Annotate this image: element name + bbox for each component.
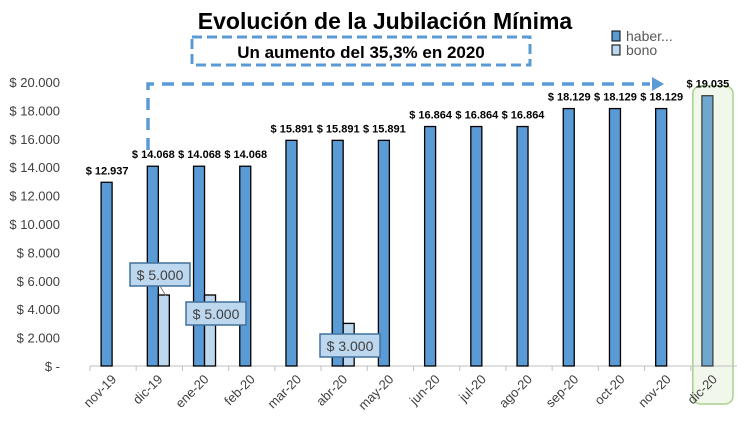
x-tick-label: oct-20	[591, 372, 627, 408]
data-label-haber: $ 18.129	[594, 92, 637, 104]
x-tick-label: feb-20	[221, 372, 258, 409]
data-label-haber: $ 18.129	[548, 92, 591, 104]
annotation-text: Un aumento del 35,3% en 2020	[237, 43, 485, 62]
trend-arrow	[146, 82, 650, 150]
bar-haber	[470, 125, 483, 367]
x-tick-label: jun-20	[406, 372, 443, 409]
y-tick-label: $ 6.000	[17, 274, 60, 289]
bar-haber	[701, 95, 714, 367]
x-tick-label: abr-20	[313, 372, 350, 409]
y-tick-label: $ 8.000	[17, 245, 60, 260]
x-tick-label: mar-20	[264, 372, 304, 412]
y-tick-label: $ 18.000	[9, 103, 60, 118]
bar-haber	[192, 165, 206, 367]
legend-swatch-bono	[611, 44, 621, 56]
y-tick-label: $ -	[45, 359, 60, 374]
legend-swatch-haber	[611, 30, 621, 42]
x-tick-label: nov-20	[635, 372, 674, 411]
y-tick-label: $ 20.000	[9, 75, 60, 90]
data-label-haber: $ 18.129	[640, 92, 683, 104]
bar-haber	[423, 125, 437, 367]
data-label-haber: $ 14.068	[224, 149, 267, 161]
data-label-haber: $ 14.068	[132, 149, 175, 161]
bar-haber	[100, 181, 113, 367]
bar-haber	[516, 125, 529, 367]
trend-arrow-head	[652, 77, 664, 91]
legend-label-bono: bono	[626, 42, 657, 58]
x-tick-label: may-20	[355, 372, 396, 413]
x-tick-label: jul-20	[455, 372, 489, 406]
data-label-bono: $ 3.000	[327, 338, 374, 354]
bar-bono	[203, 294, 217, 367]
data-label-haber: $ 16.864	[409, 110, 453, 122]
data-label-haber: $ 15.891	[363, 123, 406, 135]
x-tick-label: ago-20	[496, 372, 535, 411]
data-label-haber: $ 16.864	[455, 110, 499, 122]
x-tick-label: ene-20	[172, 372, 211, 411]
data-label-haber: $ 15.891	[317, 123, 360, 135]
x-tick-label: sep-20	[543, 372, 582, 411]
bar-bono	[157, 294, 170, 367]
y-tick-label: $ 12.000	[9, 189, 60, 204]
data-label-bono: $ 5.000	[193, 306, 240, 322]
x-tick-label: dic-19	[130, 372, 166, 408]
chart-title: Evolución de la Jubilación Mínima	[198, 8, 573, 34]
x-tick-label: nov-19	[81, 372, 120, 411]
data-label-haber: $ 12.937	[86, 165, 129, 177]
bar-haber	[608, 107, 622, 367]
data-label-bono-box	[319, 333, 381, 358]
bar-haber	[331, 139, 344, 367]
y-tick-label: $ 16.000	[9, 132, 60, 147]
bar-haber	[655, 107, 668, 367]
data-label-haber: $ 15.891	[271, 123, 314, 135]
callout-leader	[159, 285, 167, 297]
bar-haber	[239, 165, 252, 367]
data-label-haber: $ 16.864	[502, 110, 546, 122]
data-label-bono: $ 5.000	[137, 267, 184, 283]
data-label-bono-box	[185, 301, 247, 326]
y-tick-label: $ 2.000	[17, 331, 60, 346]
bar-haber	[562, 107, 575, 367]
annotation-box	[190, 35, 532, 67]
y-tick-label: $ 4.000	[17, 302, 60, 317]
data-label-haber: $ 14.068	[178, 149, 221, 161]
data-label-haber: $ 19.035	[686, 79, 729, 91]
y-tick-label: $ 14.000	[9, 160, 60, 175]
legend-label-haber: haber...	[626, 28, 673, 44]
y-tick-label: $ 10.000	[9, 217, 60, 232]
bar-haber	[285, 139, 298, 367]
bar-haber	[377, 139, 391, 367]
